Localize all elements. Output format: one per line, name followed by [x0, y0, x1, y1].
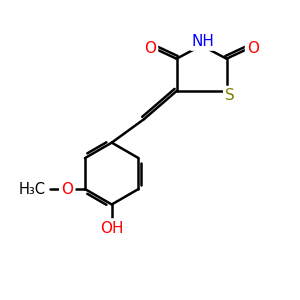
Text: NH: NH	[192, 34, 214, 49]
Text: O: O	[247, 41, 259, 56]
Text: OH: OH	[100, 220, 124, 236]
Text: O: O	[61, 182, 73, 196]
Text: H₃C: H₃C	[18, 182, 45, 196]
Text: O: O	[144, 41, 156, 56]
Text: S: S	[225, 88, 235, 103]
